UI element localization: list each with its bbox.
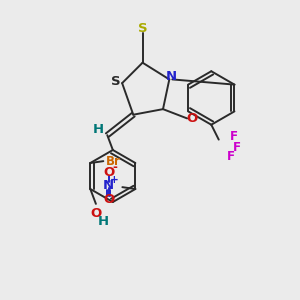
Text: F: F [230, 130, 238, 143]
Text: +: + [110, 175, 118, 185]
Text: S: S [138, 22, 147, 35]
Text: Br: Br [106, 154, 121, 168]
Text: N: N [103, 179, 114, 192]
Text: O: O [103, 193, 114, 206]
Text: S: S [111, 75, 120, 88]
Text: O: O [103, 166, 114, 179]
Text: F: F [226, 150, 235, 163]
Text: H: H [98, 215, 109, 228]
Text: N: N [166, 70, 177, 83]
Text: O: O [90, 207, 101, 220]
Text: -: - [112, 161, 117, 174]
Text: H: H [92, 123, 104, 136]
Text: O: O [186, 112, 197, 125]
Text: F: F [233, 140, 241, 154]
